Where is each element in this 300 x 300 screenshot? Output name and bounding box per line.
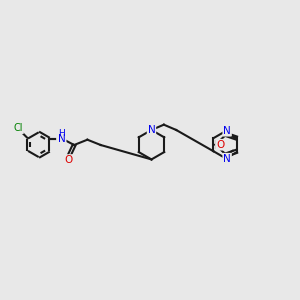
Text: N: N [223, 154, 231, 164]
Text: N: N [58, 134, 66, 143]
Text: H: H [57, 134, 64, 143]
Text: O: O [65, 155, 73, 165]
Text: Cl: Cl [14, 123, 23, 133]
Text: H: H [58, 129, 65, 138]
Text: N: N [148, 125, 155, 135]
Text: O: O [216, 140, 224, 150]
Text: N: N [223, 126, 231, 136]
